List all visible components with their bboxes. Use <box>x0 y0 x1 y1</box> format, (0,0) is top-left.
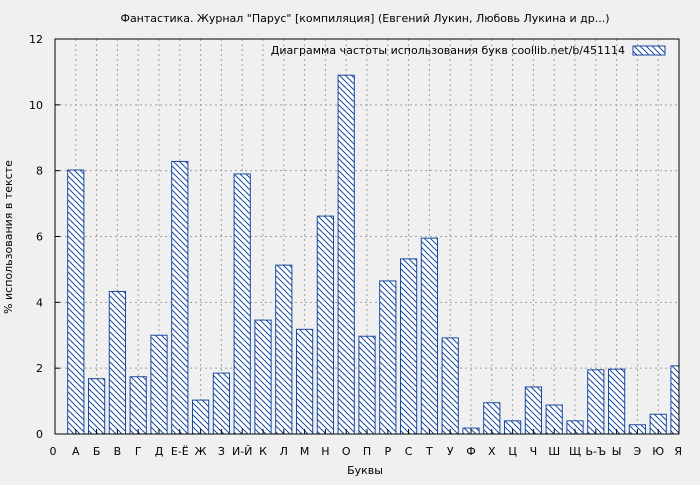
bar-Ч <box>524 386 543 435</box>
y-tick-label: 4 <box>36 296 43 309</box>
x-tick-label: М <box>300 445 310 458</box>
bar-Л <box>275 264 293 435</box>
bar-У <box>441 337 459 435</box>
x-tick-label: Н <box>321 445 329 458</box>
x-tick-label: Ч <box>530 445 538 458</box>
x-tick-label: В <box>114 445 122 458</box>
bar-М <box>295 328 314 435</box>
x-tick-label: Р <box>384 445 391 458</box>
axes <box>54 38 680 435</box>
bar-П <box>358 335 376 435</box>
y-axis-label: % использования в тексте <box>2 160 15 314</box>
x-tick-label: Е-Ё <box>171 445 189 458</box>
y-tick-label: 12 <box>29 33 43 46</box>
y-tick-label: 10 <box>29 99 43 112</box>
bar-Г <box>129 376 147 435</box>
x-tick-label: З <box>218 445 225 458</box>
bar-Б <box>87 378 106 435</box>
bar-С <box>399 258 418 435</box>
bar-Ж <box>191 399 210 435</box>
bar-Е-Ё <box>171 160 189 435</box>
legend-label: Диаграмма частоты использования букв coo… <box>271 44 625 57</box>
bar-И-Й <box>233 173 251 435</box>
x-tick-label: Ь-Ъ <box>585 445 606 458</box>
bar-Н <box>316 215 335 435</box>
y-tick-label: 6 <box>36 231 43 244</box>
y-tick-label: 2 <box>36 362 43 375</box>
bar-В <box>108 290 127 435</box>
bar-З <box>212 372 231 435</box>
bar-Д <box>150 334 168 435</box>
x-tick-label: Ф <box>466 445 475 458</box>
x-tick-label: Ы <box>612 445 622 458</box>
bar-Т <box>420 237 439 435</box>
x-tick-label: Ш <box>548 445 560 458</box>
chart-title: Фантастика. Журнал "Парус" [компиляция] … <box>120 12 609 25</box>
grid-lines <box>55 39 679 434</box>
bar-Я <box>670 365 680 435</box>
x-axis-label: Буквы <box>347 464 383 477</box>
x-tick-label: К <box>259 445 267 458</box>
x-tick-label: 0 <box>50 445 57 458</box>
x-tick-label: С <box>405 445 413 458</box>
x-tick-label: Я <box>674 445 682 458</box>
bar-К <box>254 319 272 435</box>
bars <box>67 74 680 435</box>
bar-Ь-Ъ <box>587 369 605 435</box>
x-tick-label: Д <box>155 445 164 458</box>
x-tick-label: А <box>72 445 80 458</box>
bar-Ы <box>607 368 626 435</box>
x-tick-label: О <box>342 445 351 458</box>
x-tick-label: П <box>363 445 371 458</box>
x-tick-label: Ю <box>652 445 664 458</box>
x-tick-label: Т <box>425 445 433 458</box>
x-tick-labels: 0 А Б В Г Д Е-Ё Ж З И-Й К Л М Н О П Р С Т У Ф Х Ц Ч Ш Щ Ь-Ъ Ы Э Ю Я <box>50 445 683 458</box>
legend-swatch <box>632 45 666 56</box>
x-tick-label: У <box>447 445 454 458</box>
x-tick-label: И-Й <box>232 445 252 458</box>
bar-О <box>337 74 355 435</box>
x-tick-label: Ц <box>508 445 517 458</box>
legend: Диаграмма частоты использования букв coo… <box>271 44 666 57</box>
y-tick-labels: 0 2 4 6 8 10 12 <box>29 33 43 441</box>
y-tick-label: 0 <box>36 428 43 441</box>
bar-А <box>67 169 85 435</box>
y-tick-label: 8 <box>36 165 43 178</box>
x-tick-label: Щ <box>569 445 581 458</box>
x-tick-label: Э <box>634 445 642 458</box>
x-tick-label: Х <box>488 445 496 458</box>
x-tick-label: Г <box>135 445 142 458</box>
x-tick-label: Л <box>280 445 288 458</box>
bar-Р <box>379 280 397 435</box>
x-tick-label: Б <box>93 445 101 458</box>
x-tick-label: Ж <box>195 445 207 458</box>
